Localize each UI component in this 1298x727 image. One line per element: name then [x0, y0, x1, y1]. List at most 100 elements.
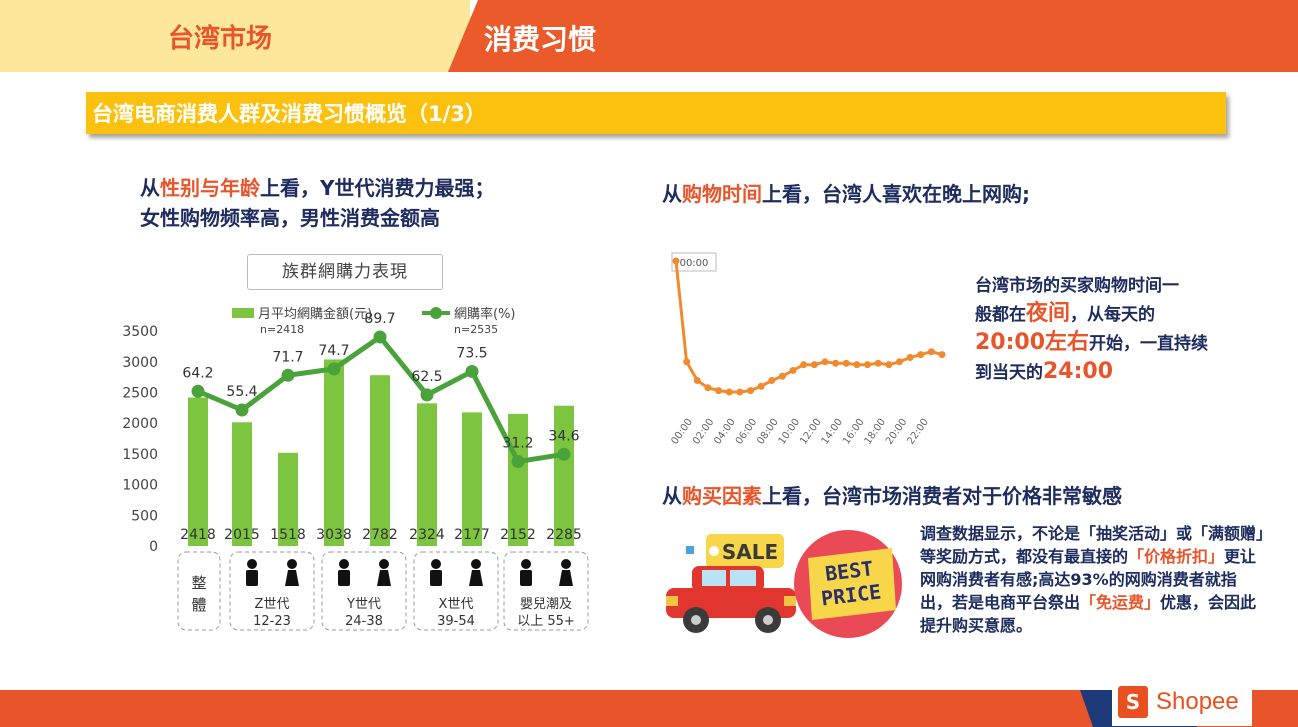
- sale-car-illustration: SALE: [666, 534, 796, 633]
- time-point: [704, 384, 712, 392]
- time-point: [927, 348, 935, 356]
- female-icon-body: [469, 570, 483, 586]
- legend-bar-swatch: [232, 308, 254, 318]
- group-label-line2: 39-54: [437, 614, 475, 629]
- male-icon: [431, 559, 441, 569]
- group-label-line2: 12-23: [253, 614, 291, 629]
- banner-title: 台湾电商消费人群及消费习惯概览（1/3）: [92, 102, 486, 126]
- group-label-line1: 整: [191, 574, 206, 592]
- time-heading-highlight: 购物时间: [682, 182, 762, 206]
- group-box: [413, 551, 499, 631]
- time-point: [757, 382, 765, 390]
- factor-heading-prefix: 从: [662, 484, 682, 508]
- group-label-line1: Z世代: [255, 597, 290, 612]
- factor-text3: 优惠，会因此提升购买意愿。: [920, 593, 1257, 635]
- bar-value-label: 2324: [409, 527, 445, 543]
- rate-point: [373, 330, 387, 344]
- bar-value-label: 2152: [500, 527, 536, 543]
- section-banner: 台湾电商消费人群及消费习惯概览（1/3）: [86, 92, 1226, 134]
- rate-point: [511, 455, 525, 469]
- time-note-night: 夜间: [1026, 301, 1071, 326]
- legend-bar-n: n=2418: [260, 323, 304, 336]
- time-point: [832, 359, 840, 367]
- time-point: [693, 377, 701, 385]
- time-point: [874, 359, 882, 367]
- y-tick-label: 500: [131, 508, 158, 524]
- rate-point: [191, 384, 205, 398]
- footer-band: [0, 690, 1298, 727]
- rate-value-label: 73.5: [456, 345, 487, 361]
- time-point: [906, 353, 914, 361]
- rate-value-label: 62.5: [411, 369, 442, 385]
- time-point: [736, 388, 744, 396]
- y-tick-label: 1500: [122, 447, 158, 463]
- time-point: [778, 372, 786, 380]
- rate-value-label: 74.7: [318, 343, 349, 359]
- time-point: [725, 388, 733, 396]
- time-note: 台湾市场的买家购物时间一 般都在夜间，从每天的 20:00左右开始，一直持续 到…: [975, 272, 1208, 387]
- time-point: [715, 387, 723, 395]
- left-heading-prefix: 从: [140, 176, 160, 200]
- bar-value-label: 2177: [454, 527, 490, 543]
- rate-value-label: 64.2: [182, 365, 213, 381]
- rate-point: [465, 364, 479, 378]
- time-x-label: 02:00: [691, 417, 717, 447]
- rate-point: [235, 403, 249, 417]
- bar: [278, 452, 298, 546]
- header-right-title: 消费习惯: [484, 23, 597, 56]
- rate-point: [557, 447, 571, 461]
- left-heading: 从性别与年龄上看，Y世代消费力最强；: [140, 172, 494, 201]
- group-label-line1: Y世代: [346, 597, 381, 612]
- group-box: [177, 551, 221, 631]
- time-point: [853, 361, 861, 369]
- male-icon: [521, 559, 531, 569]
- bar-value-label: 2782: [362, 527, 398, 543]
- left-heading-suffix: 上看，Y世代消费力最强；: [260, 176, 495, 200]
- factor-heading: 从购买因素上看，台湾市场消费者对于价格非常敏感: [662, 480, 1122, 509]
- rate-value-label: 31.2: [502, 436, 533, 452]
- bar-value-label: 2285: [546, 527, 582, 543]
- time-note-line1: 台湾市场的买家购物时间一: [975, 276, 1179, 296]
- bar: [554, 405, 574, 546]
- female-icon-body: [559, 570, 573, 586]
- legend-line-n: n=2535: [454, 323, 498, 336]
- group-label-line1: 嬰兒潮及: [520, 597, 572, 612]
- time-heading-prefix: 从: [662, 182, 682, 206]
- time-point: [842, 359, 850, 367]
- group-box: [321, 551, 407, 631]
- time-x-label: 10:00: [777, 417, 803, 447]
- factor-paragraph: 调查数据显示，不论是「抽奖活动」或「满额赠」等奖励方式，都没有最直接的「价格折扣…: [920, 522, 1265, 637]
- time-x-label: 18:00: [863, 417, 889, 447]
- time-heading-suffix: 上看，台湾人喜欢在晚上网购;: [762, 182, 1030, 206]
- female-icon: [471, 559, 481, 569]
- factor-text2: 更让网购消费者有感;高达93%的网购消费者就指出，若是电商平台祭出: [920, 547, 1257, 612]
- bar-value-label: 1518: [270, 527, 306, 543]
- male-icon: [247, 559, 257, 569]
- group-label-line2: 24-38: [345, 614, 383, 629]
- time-point: [821, 358, 829, 366]
- bar-value-label: 2418: [180, 527, 216, 543]
- time-x-label: 16:00: [841, 417, 867, 447]
- best-price-line1: BEST: [824, 556, 875, 586]
- time-annotation: 00:00: [680, 258, 709, 269]
- male-icon: [339, 559, 349, 569]
- time-line: [674, 260, 943, 394]
- bar-value-label: 3038: [316, 527, 352, 543]
- factor-heading-highlight: 购买因素: [682, 484, 762, 508]
- rate-value-label: 34.6: [548, 428, 579, 444]
- time-point: [885, 361, 893, 369]
- header-right-band: [448, 0, 1298, 72]
- y-tick-label: 3500: [122, 324, 158, 340]
- y-tick-label: 3000: [122, 355, 158, 371]
- female-icon: [561, 559, 571, 569]
- time-point: [864, 361, 872, 369]
- group-box: [229, 551, 315, 631]
- header-left-band: [0, 0, 470, 72]
- rate-value-label: 55.4: [226, 384, 257, 400]
- time-note-2000: 20:00左右: [975, 330, 1090, 355]
- bar: [324, 359, 344, 546]
- y-tick-label: 2000: [122, 416, 158, 432]
- male-icon-body: [520, 570, 532, 586]
- time-x-label: 06:00: [734, 417, 760, 447]
- rate-value-label: 71.7: [272, 349, 303, 365]
